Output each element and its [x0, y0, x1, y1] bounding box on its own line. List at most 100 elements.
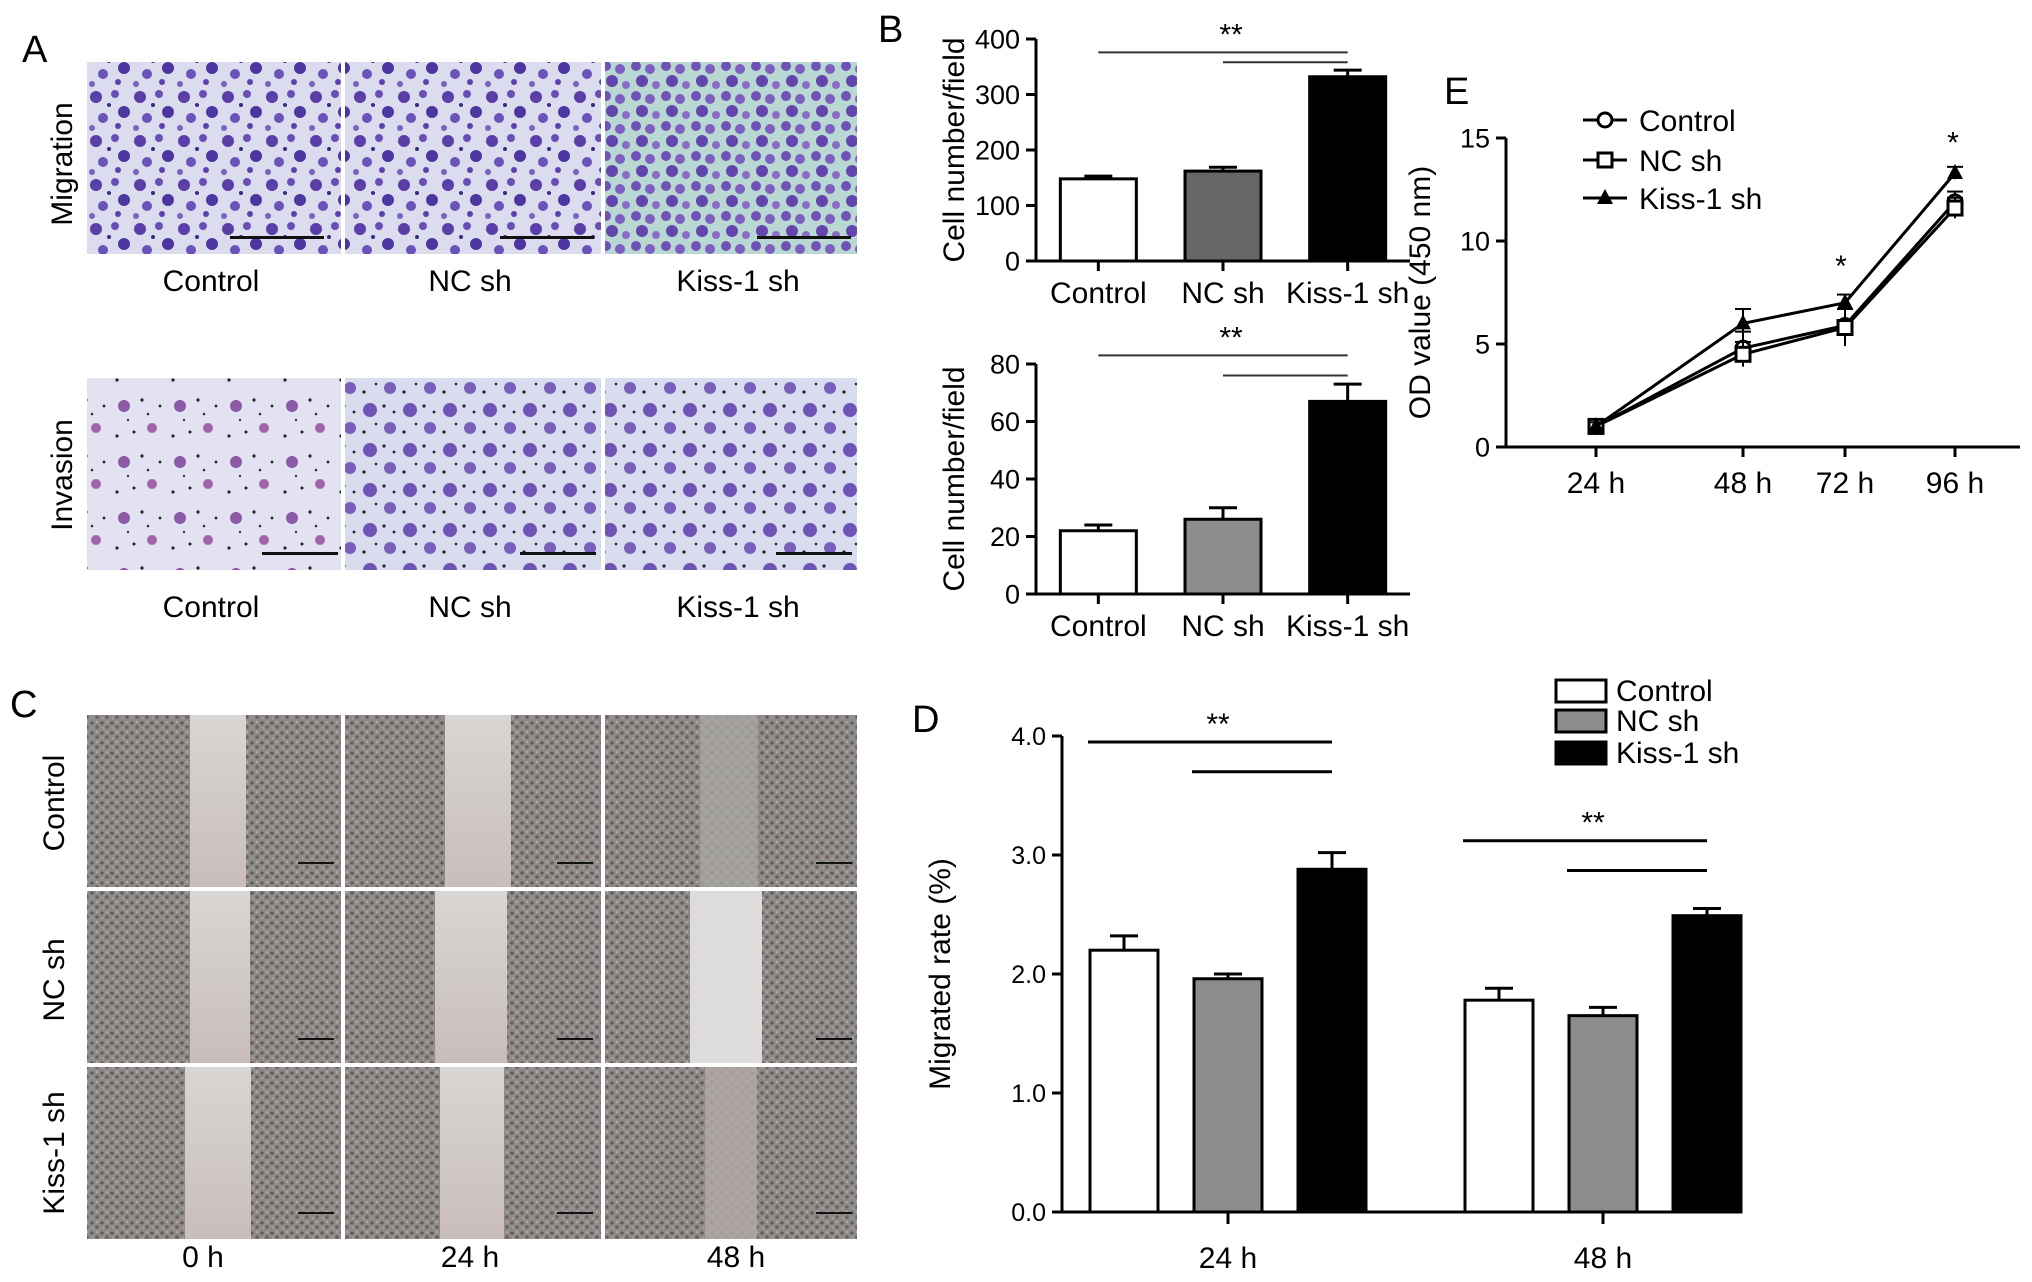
- b-mig-x-tick-label: Control: [1050, 277, 1147, 310]
- invasion-image-nc-sh: [345, 378, 601, 570]
- b-mig-x-tick-label: Kiss-1 sh: [1286, 277, 1409, 310]
- e-legend-label: NC sh: [1639, 145, 1722, 178]
- e-series-line: [1595, 200, 1957, 428]
- d-legend-swatch: [1554, 708, 1608, 734]
- b-inv-y-tick-label: 60: [990, 407, 1020, 437]
- e-x-tick-label: 96 h: [1926, 467, 1984, 500]
- b-mig-bar: [1183, 169, 1263, 263]
- e-series-line: [1595, 172, 1957, 428]
- d-legend-swatch: [1554, 740, 1608, 766]
- d-y-tick-label: 3.0: [1011, 842, 1046, 870]
- e-legend-marker: [1596, 151, 1614, 169]
- panel-a-letter: A: [22, 29, 48, 71]
- b-mig-y-tick-label: 300: [975, 80, 1020, 110]
- b-inv-bar: [1058, 529, 1138, 596]
- chart-d-migrated-rate: D 0.0 1.0 2.0 3.0 4.0 24 h 48 h Migrated rate (…: [912, 675, 1743, 1275]
- b-mig-x-tick-label: NC sh: [1181, 277, 1264, 310]
- d-legend-label: Control: [1616, 675, 1713, 708]
- invasion-col-control: Control: [163, 591, 260, 624]
- chart-b-migration: B 0 100 200 300 400 Control NC sh Kiss-1 sh Cell…: [878, 9, 1410, 310]
- d-y-tick-label: 0.0: [1011, 1199, 1046, 1227]
- e-point: [1947, 164, 1963, 180]
- e-point: [1837, 293, 1853, 309]
- b-inv-y-tick-label: 0: [1005, 580, 1020, 610]
- wound-col-48h: 48 h: [707, 1241, 765, 1274]
- e-y-tick-label: 10: [1460, 227, 1490, 257]
- e-point: [1836, 319, 1854, 337]
- invasion-image-kiss1-sh: [605, 378, 857, 570]
- d-y-tick-label: 1.0: [1011, 1080, 1046, 1108]
- b-inv-y-tick-label: 80: [990, 350, 1020, 380]
- wound-image-nc-sh-24h: [345, 891, 601, 1063]
- migration-col-control: Control: [163, 265, 260, 298]
- b-inv-x-tick-label: Kiss-1 sh: [1286, 610, 1409, 643]
- wound-row-label-nc-sh: NC sh: [38, 938, 71, 1021]
- wound-grid: [87, 715, 857, 1239]
- panel-d-letter: D: [912, 699, 939, 741]
- d-sig-label: **: [1206, 708, 1230, 741]
- wound-row-label-kiss1-sh: Kiss-1 sh: [38, 1091, 71, 1214]
- migration-image-kiss1-sh: [605, 62, 857, 254]
- b-mig-y-tick-label: 0: [1005, 247, 1020, 277]
- b-mig-y-label: Cell number/field: [938, 37, 971, 262]
- e-series-line: [1595, 207, 1957, 428]
- migration-col-kiss1-sh: Kiss-1 sh: [676, 265, 799, 298]
- b-mig-bar: [1308, 75, 1388, 263]
- d-legend-swatch: [1554, 678, 1608, 704]
- wound-image-control-48h: [605, 715, 857, 887]
- wound-col-0h: 0 h: [182, 1241, 224, 1274]
- b-inv-x-tick-label: Control: [1050, 610, 1147, 643]
- d-bar: [1296, 867, 1368, 1214]
- migration-row-label: Migration: [46, 102, 79, 225]
- b-inv-x-tick-label: NC sh: [1181, 610, 1264, 643]
- e-y-label: OD value (450 nm): [1404, 166, 1437, 419]
- b-inv-y-tick-label: 40: [990, 465, 1020, 495]
- d-y-label: Migrated rate (%): [924, 858, 957, 1090]
- e-y-tick-label: 5: [1475, 330, 1490, 360]
- wound-image-kiss1-sh-0h: [87, 1067, 341, 1239]
- invasion-col-nc-sh: NC sh: [428, 591, 511, 624]
- e-legend-label: Kiss-1 sh: [1639, 183, 1762, 216]
- e-legend-label: Control: [1639, 105, 1736, 138]
- e-sig-label: *: [1835, 250, 1847, 283]
- b-mig-y-tick-label: 200: [975, 136, 1020, 166]
- b-mig-bar: [1058, 177, 1138, 263]
- e-sig-label: *: [1947, 126, 1959, 159]
- b-inv-sig-label: **: [1219, 321, 1243, 354]
- b-inv-y-tick-label: 20: [990, 522, 1020, 552]
- b-inv-bar: [1183, 517, 1263, 596]
- panel-c: C Control NC sh Kiss-1 sh: [10, 684, 857, 1274]
- d-x-tick-label: 24 h: [1199, 1242, 1257, 1275]
- d-legend-label: NC sh: [1616, 705, 1699, 738]
- e-point: [1946, 199, 1964, 217]
- e-x-tick-label: 24 h: [1567, 467, 1625, 500]
- migration-col-nc-sh: NC sh: [428, 265, 511, 298]
- wound-image-kiss1-sh-48h: [605, 1067, 857, 1239]
- invasion-row-label: Invasion: [46, 419, 79, 531]
- e-point: [1735, 314, 1751, 330]
- b-mig-y-tick-label: 400: [975, 25, 1020, 55]
- wound-image-kiss1-sh-24h: [345, 1067, 601, 1239]
- chart-b-invasion: 0 20 40 60 80 Control NC sh Kiss-1 sh Cell numbe…: [938, 321, 1410, 643]
- migration-image-nc-sh: [345, 62, 601, 254]
- d-sig-label: **: [1581, 807, 1605, 840]
- wound-row-label-control: Control: [38, 755, 71, 852]
- wound-image-nc-sh-0h: [87, 891, 341, 1063]
- b-inv-y-label: Cell number/field: [938, 366, 971, 591]
- invasion-col-kiss1-sh: Kiss-1 sh: [676, 591, 799, 624]
- e-x-tick-label: 72 h: [1816, 467, 1874, 500]
- b-mig-y-tick-label: 100: [975, 191, 1020, 221]
- e-legend-marker: [1597, 189, 1613, 204]
- wound-col-24h: 24 h: [441, 1241, 499, 1274]
- d-bar: [1567, 1014, 1639, 1214]
- e-point: [1734, 345, 1752, 363]
- wound-image-control-24h: [345, 715, 601, 887]
- d-bar: [1088, 948, 1160, 1214]
- b-inv-bar: [1308, 399, 1388, 596]
- e-point: [1588, 417, 1604, 433]
- panel-a: A Migration Control NC sh Kiss-1 sh Inva…: [22, 29, 857, 624]
- d-y-tick-label: 2.0: [1011, 961, 1046, 989]
- b-mig-sig-label: **: [1219, 18, 1243, 51]
- panel-e-letter: E: [1444, 71, 1469, 113]
